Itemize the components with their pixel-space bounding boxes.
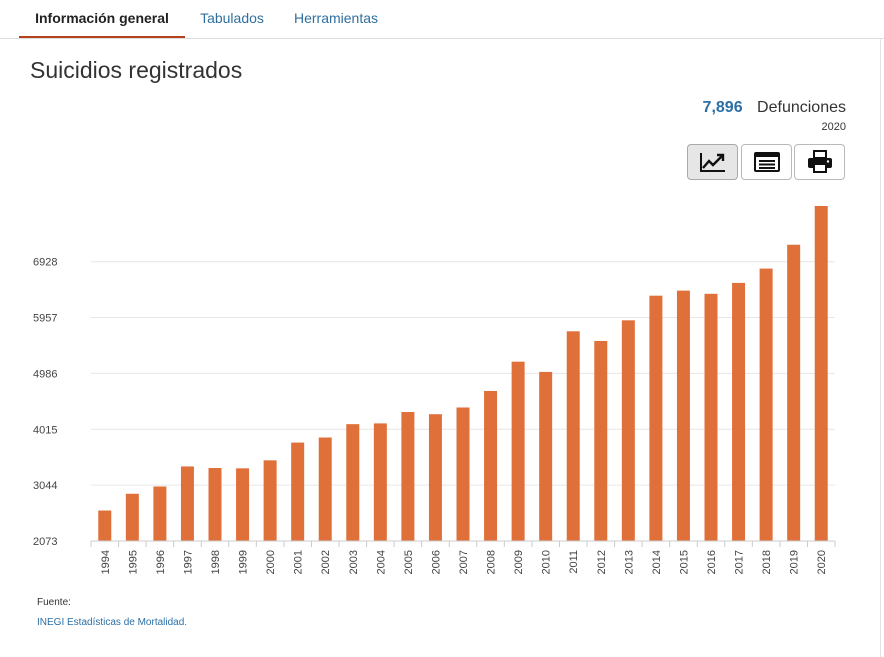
x-tick-label: 2003: [348, 550, 360, 574]
x-tick-label: 2001: [293, 550, 305, 574]
source-link[interactable]: INEGI Estadísticas de Mortalidad.: [37, 617, 188, 628]
x-tick-label: 2000: [265, 550, 277, 574]
x-tick-label: 1997: [182, 550, 194, 574]
bar: [291, 442, 305, 541]
y-tick-label: 3044: [33, 480, 57, 492]
x-tick-label: 2006: [430, 550, 442, 574]
bar: [511, 361, 525, 541]
x-tick-label: 1998: [210, 550, 222, 574]
chart-view-button[interactable]: [687, 144, 738, 180]
kpi-value: 7,896: [702, 99, 743, 116]
source-label: Fuente:: [37, 597, 71, 608]
y-tick-label: 5957: [33, 313, 57, 325]
bar: [318, 437, 332, 541]
bar: [456, 407, 470, 541]
x-tick-label: 1995: [127, 550, 139, 574]
table-view-button[interactable]: [741, 144, 792, 180]
tab-bar: Información general Tabulados Herramient…: [0, 0, 884, 39]
bar: [704, 293, 718, 541]
bar: [236, 468, 250, 541]
kpi-unit: Defunciones: [757, 99, 846, 116]
tab-herramientas[interactable]: Herramientas: [293, 10, 379, 26]
bar: [566, 331, 580, 541]
panel-divider: [880, 39, 881, 657]
x-tick-label: 2010: [541, 550, 553, 574]
tab-tabulados[interactable]: Tabulados: [200, 10, 264, 26]
bar: [814, 206, 828, 541]
bar: [98, 510, 112, 541]
bar: [373, 423, 387, 541]
x-axis: 1994 1995 1996 1997 1998 1999 2000 2001 2002 2003…: [90, 540, 836, 574]
x-tick-label: 1999: [238, 550, 250, 574]
bar: [208, 467, 222, 541]
x-tick-label: 2009: [513, 550, 525, 574]
kpi-summary: 7,896 Defunciones: [703, 99, 846, 117]
bar: [346, 424, 360, 541]
print-button[interactable]: [794, 144, 845, 180]
bar-series: [98, 206, 828, 541]
x-tick-label: 2017: [734, 550, 746, 574]
bar: [153, 486, 167, 541]
x-tick-label: 2016: [706, 550, 718, 574]
kpi-year: 2020: [821, 121, 846, 133]
bar: [401, 412, 415, 541]
print-icon: [807, 150, 832, 173]
bar: [428, 414, 442, 541]
table-icon: [753, 152, 780, 172]
bar: [594, 340, 608, 541]
bar: [180, 466, 194, 541]
page-title: Suicidios registrados: [30, 57, 243, 83]
x-tick-label: 1996: [155, 550, 167, 574]
bar: [732, 282, 746, 541]
bar: [621, 320, 635, 541]
y-tick-label: 4015: [33, 424, 57, 436]
bar: [759, 268, 773, 541]
y-tick-label: 6928: [33, 257, 57, 269]
bar: [787, 244, 801, 541]
y-tick-label: 4986: [33, 368, 57, 380]
x-tick-label: 2005: [403, 550, 415, 574]
x-tick-label: 2018: [761, 550, 773, 574]
bar: [676, 290, 690, 541]
x-tick-label: 2011: [568, 550, 580, 574]
bar: [484, 390, 498, 541]
bar: [649, 295, 663, 541]
tab-informacion-general[interactable]: Información general: [19, 0, 185, 38]
line-chart-icon: [699, 153, 725, 172]
x-tick-label: 2004: [375, 550, 387, 574]
x-tick-label: 2012: [596, 550, 608, 574]
bar: [539, 371, 553, 541]
x-tick-label: 2007: [458, 550, 470, 574]
x-tick-label: 2013: [623, 550, 635, 574]
x-tick-label: 1994: [100, 550, 112, 574]
x-tick-label: 2020: [816, 550, 828, 574]
y-tick-label: 2073: [33, 536, 57, 548]
x-tick-label: 2002: [320, 550, 332, 574]
bar: [263, 460, 277, 541]
x-tick-label: 2008: [486, 550, 498, 574]
x-tick-label: 2015: [678, 550, 690, 574]
bar: [125, 493, 139, 541]
x-tick-label: 2019: [789, 550, 801, 574]
x-tick-label: 2014: [651, 550, 663, 574]
y-axis: 2073 3044 4015 4986 5957 6928: [33, 257, 57, 548]
